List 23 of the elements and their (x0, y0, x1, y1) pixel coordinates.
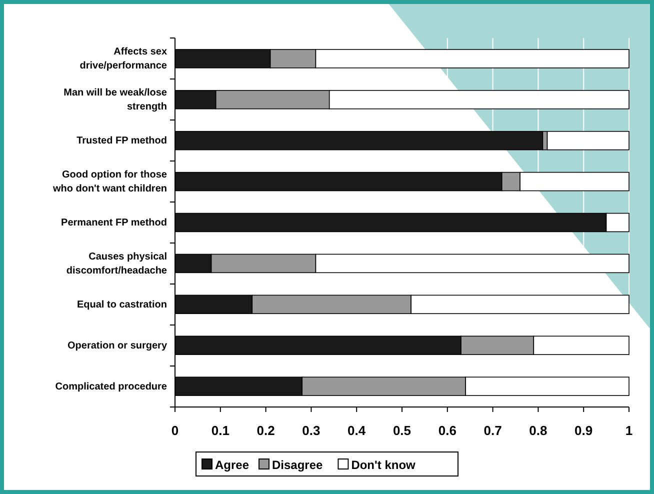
x-tick-label: 0.7 (484, 423, 502, 438)
y-tick-label: Man will be weak/lose strength (64, 87, 168, 112)
y-tick-label: Trusted FP method (76, 135, 167, 146)
y-tick-label: Complicated procedure (55, 380, 168, 392)
y-tick-label: Equal to castration (76, 298, 167, 310)
x-tick-label: 0.4 (348, 423, 366, 438)
legend-label: Agree (215, 458, 250, 472)
x-tick-label: 0.9 (574, 423, 593, 438)
x-tick-label: 1 (625, 423, 633, 438)
x-tick-label: 0.6 (438, 423, 456, 438)
x-tick-label: 0.8 (529, 423, 548, 438)
x-tick-label: 0.5 (392, 423, 412, 438)
legend-label: Disagree (272, 458, 324, 472)
y-tick-label: Permanent FP method (61, 217, 167, 228)
x-tick-label: 0.2 (256, 423, 275, 438)
legend-label: Don't know (351, 458, 416, 472)
y-tick-label: Operation or surgery (68, 340, 168, 351)
y-tick-label: Affects sex drive/performance (80, 46, 168, 72)
x-tick-label: 0.1 (211, 423, 230, 438)
y-tick-label: Causes physical discomfort/headache (66, 250, 168, 276)
x-tick-label: 0.3 (302, 423, 320, 438)
y-tick-label: Good option for those who don't want children (52, 169, 168, 194)
x-tick-label: 0 (171, 423, 179, 438)
